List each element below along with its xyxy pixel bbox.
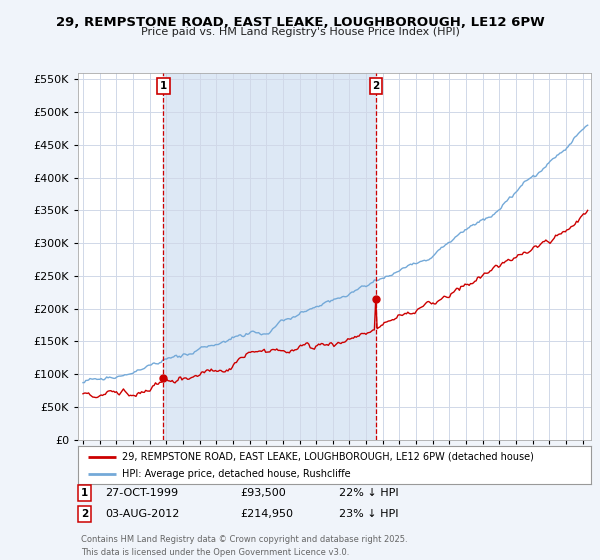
Text: 29, REMPSTONE ROAD, EAST LEAKE, LOUGHBOROUGH, LE12 6PW: 29, REMPSTONE ROAD, EAST LEAKE, LOUGHBOR… — [56, 16, 544, 29]
Text: 23% ↓ HPI: 23% ↓ HPI — [339, 509, 398, 519]
Text: 1: 1 — [160, 81, 167, 91]
Text: 29, REMPSTONE ROAD, EAST LEAKE, LOUGHBOROUGH, LE12 6PW (detached house): 29, REMPSTONE ROAD, EAST LEAKE, LOUGHBOR… — [122, 451, 533, 461]
Text: 27-OCT-1999: 27-OCT-1999 — [105, 488, 178, 498]
Text: Contains HM Land Registry data © Crown copyright and database right 2025.
This d: Contains HM Land Registry data © Crown c… — [81, 535, 407, 557]
Text: HPI: Average price, detached house, Rushcliffe: HPI: Average price, detached house, Rush… — [122, 469, 350, 479]
Text: 1: 1 — [81, 488, 88, 498]
Text: 2: 2 — [372, 81, 379, 91]
Bar — [163, 73, 376, 440]
Text: Price paid vs. HM Land Registry's House Price Index (HPI): Price paid vs. HM Land Registry's House … — [140, 27, 460, 37]
Text: £93,500: £93,500 — [240, 488, 286, 498]
Text: 22% ↓ HPI: 22% ↓ HPI — [339, 488, 398, 498]
Text: 2: 2 — [81, 509, 88, 519]
Text: £214,950: £214,950 — [240, 509, 293, 519]
Text: 03-AUG-2012: 03-AUG-2012 — [105, 509, 179, 519]
